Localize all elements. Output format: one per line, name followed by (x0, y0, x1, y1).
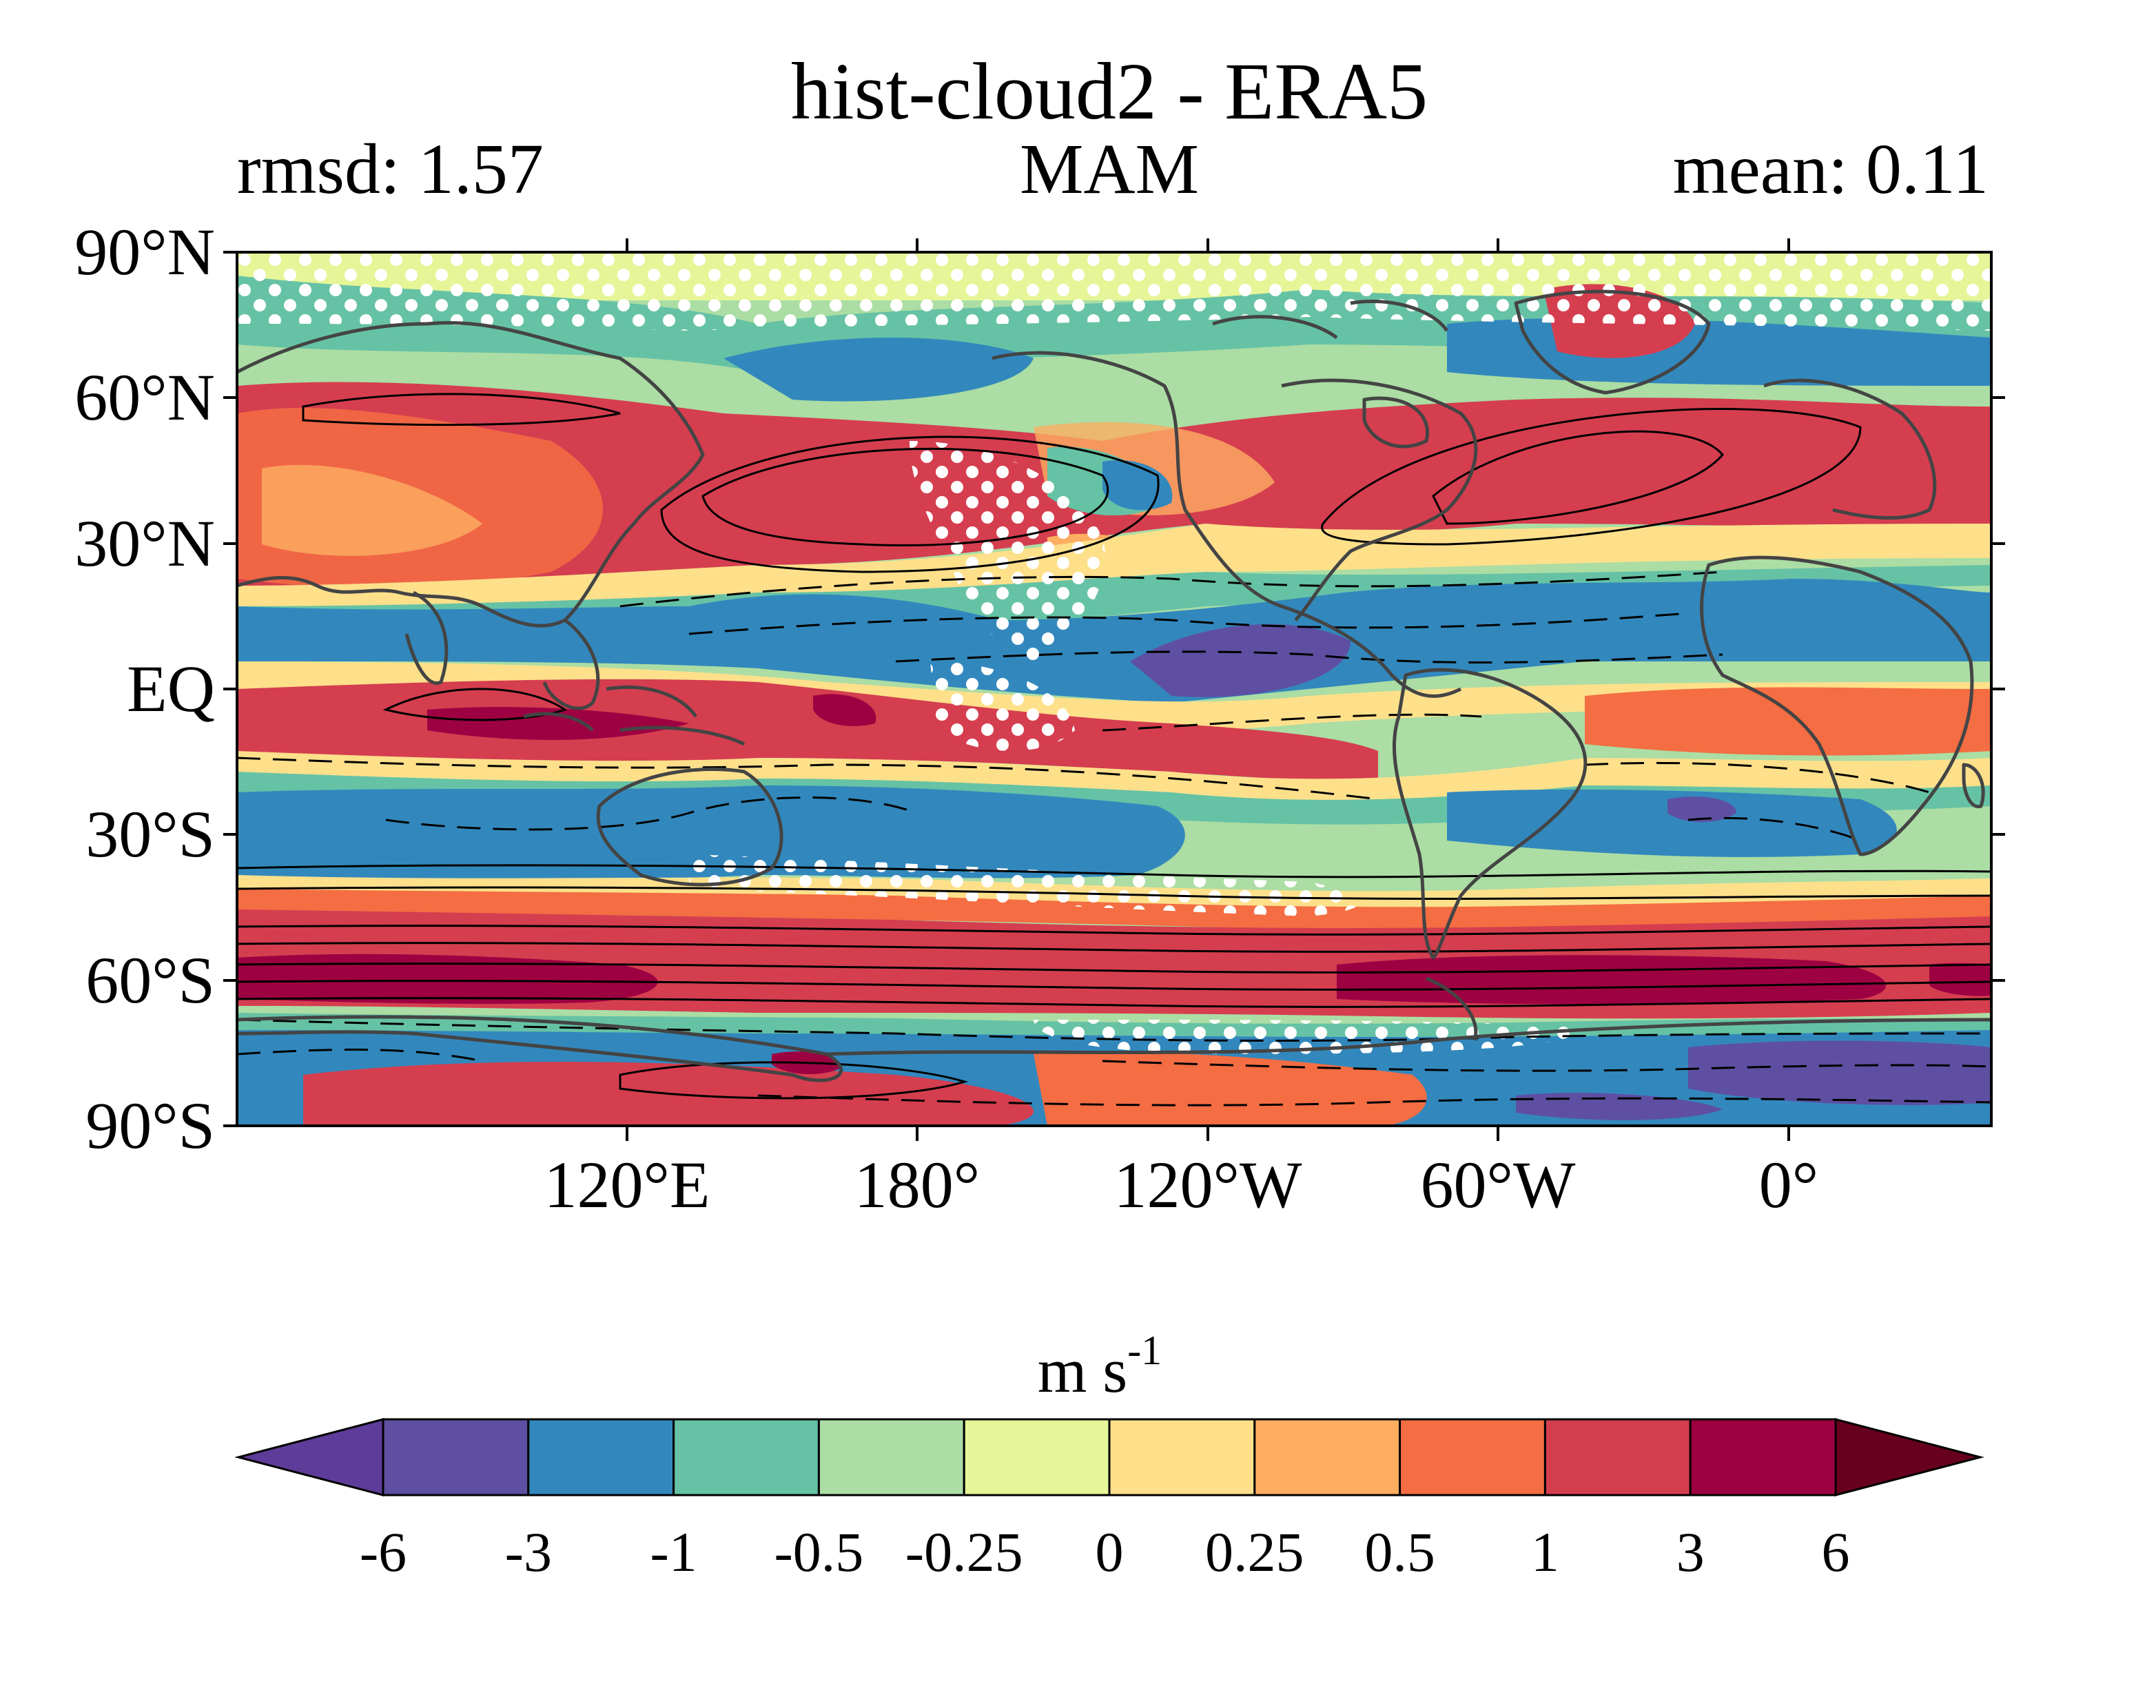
colorbar-ticks: -6 -3 -1 -0.5 -0.25 0 0.25 0.5 1 3 6 (360, 1521, 1850, 1583)
solid-contours (237, 393, 1991, 1100)
xtick-180: 180° (854, 1148, 980, 1222)
xtick-60w: 60°W (1421, 1148, 1576, 1222)
ytick-30n: 30°N (74, 506, 215, 580)
colorbar-segment (963, 1418, 1111, 1496)
sh-jet-deepred-fareast (1929, 963, 1991, 996)
colorbar-segment (1543, 1418, 1692, 1496)
colorbar (234, 1418, 1984, 1496)
rmsd-label: rmsd: 1.57 (237, 130, 544, 209)
sh-purple-blob (1667, 796, 1736, 823)
colorbar-tick-label: -0.25 (905, 1521, 1023, 1583)
season-label: MAM (1020, 130, 1199, 209)
coastlines (237, 289, 1991, 1082)
colorbar-tick-label: 0 (1096, 1521, 1124, 1583)
colorbar-extend-high (1834, 1418, 1984, 1496)
xtick-0: 0° (1759, 1148, 1818, 1222)
colorbar-segment (1253, 1418, 1402, 1496)
sh-blue-atlantic (1447, 789, 1897, 857)
colorbar-unit: m s-1 (1038, 1328, 1162, 1406)
colorbar-unit-base: m s (1038, 1335, 1127, 1406)
colorbar-segment (1399, 1418, 1546, 1496)
ytick-30s: 30°S (85, 797, 215, 871)
dashed-contours (237, 570, 1991, 1107)
colorbar-tick-label: 1 (1531, 1521, 1559, 1583)
stipple-sh-transition (689, 854, 1361, 916)
ytick-90n: 90°N (74, 215, 215, 289)
colorbar-tick-label: -3 (505, 1521, 552, 1583)
xtick-120e: 120°E (544, 1148, 710, 1222)
sh-jet-deepred-east (1337, 955, 1887, 1005)
colorbar-segment (1689, 1418, 1837, 1496)
stipple-nh-subtrop (910, 441, 1105, 661)
colorbar-segment (817, 1418, 965, 1496)
map-title: hist-cloud2 - ERA5 (791, 46, 1428, 136)
colorbar-tick-label: -6 (360, 1521, 407, 1583)
mean-label: mean: 0.11 (1673, 130, 1989, 209)
colorbar-segment (382, 1418, 530, 1496)
colorbar-segment (527, 1418, 675, 1496)
arctic-blue-1 (723, 338, 1034, 402)
colorbar-tick-label: 0.25 (1205, 1521, 1304, 1583)
colorbar-extend-low (234, 1418, 384, 1496)
colorbar-segment (1108, 1418, 1256, 1496)
colorbar-tick-label: 3 (1676, 1521, 1705, 1583)
stipple-arctic (237, 252, 1991, 331)
colorbar-unit-exponent: -1 (1127, 1328, 1162, 1373)
stipple-antarctic (1034, 1020, 1585, 1054)
stipple-tropics (930, 661, 1075, 751)
ytick-eq: EQ (127, 652, 215, 726)
antarctic-orange-lobe (1034, 1052, 1427, 1126)
colorbar-tick-label: 0.5 (1364, 1521, 1435, 1583)
indonesia-deepred (427, 707, 689, 740)
sh-jet-deepred-west (237, 954, 658, 1005)
colorbar-tick-label: 6 (1822, 1521, 1850, 1583)
ytick-60n: 60°N (74, 360, 215, 434)
wpac-deepred (813, 694, 876, 726)
antarctic-purple (1688, 1040, 1991, 1105)
colorbar-tick-label: -1 (650, 1521, 697, 1583)
ytick-60s: 60°S (85, 943, 215, 1017)
colorbar-segment (673, 1418, 820, 1496)
nh-trop-blue (237, 579, 1991, 703)
eq-red-band (237, 679, 1378, 785)
nh-blue-blob (1102, 460, 1173, 511)
eq-red-atlantic (1585, 687, 1991, 756)
xtick-120w: 120°W (1114, 1148, 1302, 1222)
colorbar-tick-label: -0.5 (774, 1521, 863, 1583)
nh-subtrop-yellow (237, 524, 1991, 620)
sh-blue-band (237, 785, 1185, 881)
sh-transition-orange (237, 889, 1991, 930)
ytick-90s: 90°S (85, 1089, 215, 1162)
nh-orange-mix-2 (262, 464, 482, 556)
axis-ticks (223, 238, 2005, 1141)
map-field (237, 252, 1991, 1126)
pacific-purple (1130, 624, 1351, 697)
eq-yellow (237, 661, 1991, 731)
